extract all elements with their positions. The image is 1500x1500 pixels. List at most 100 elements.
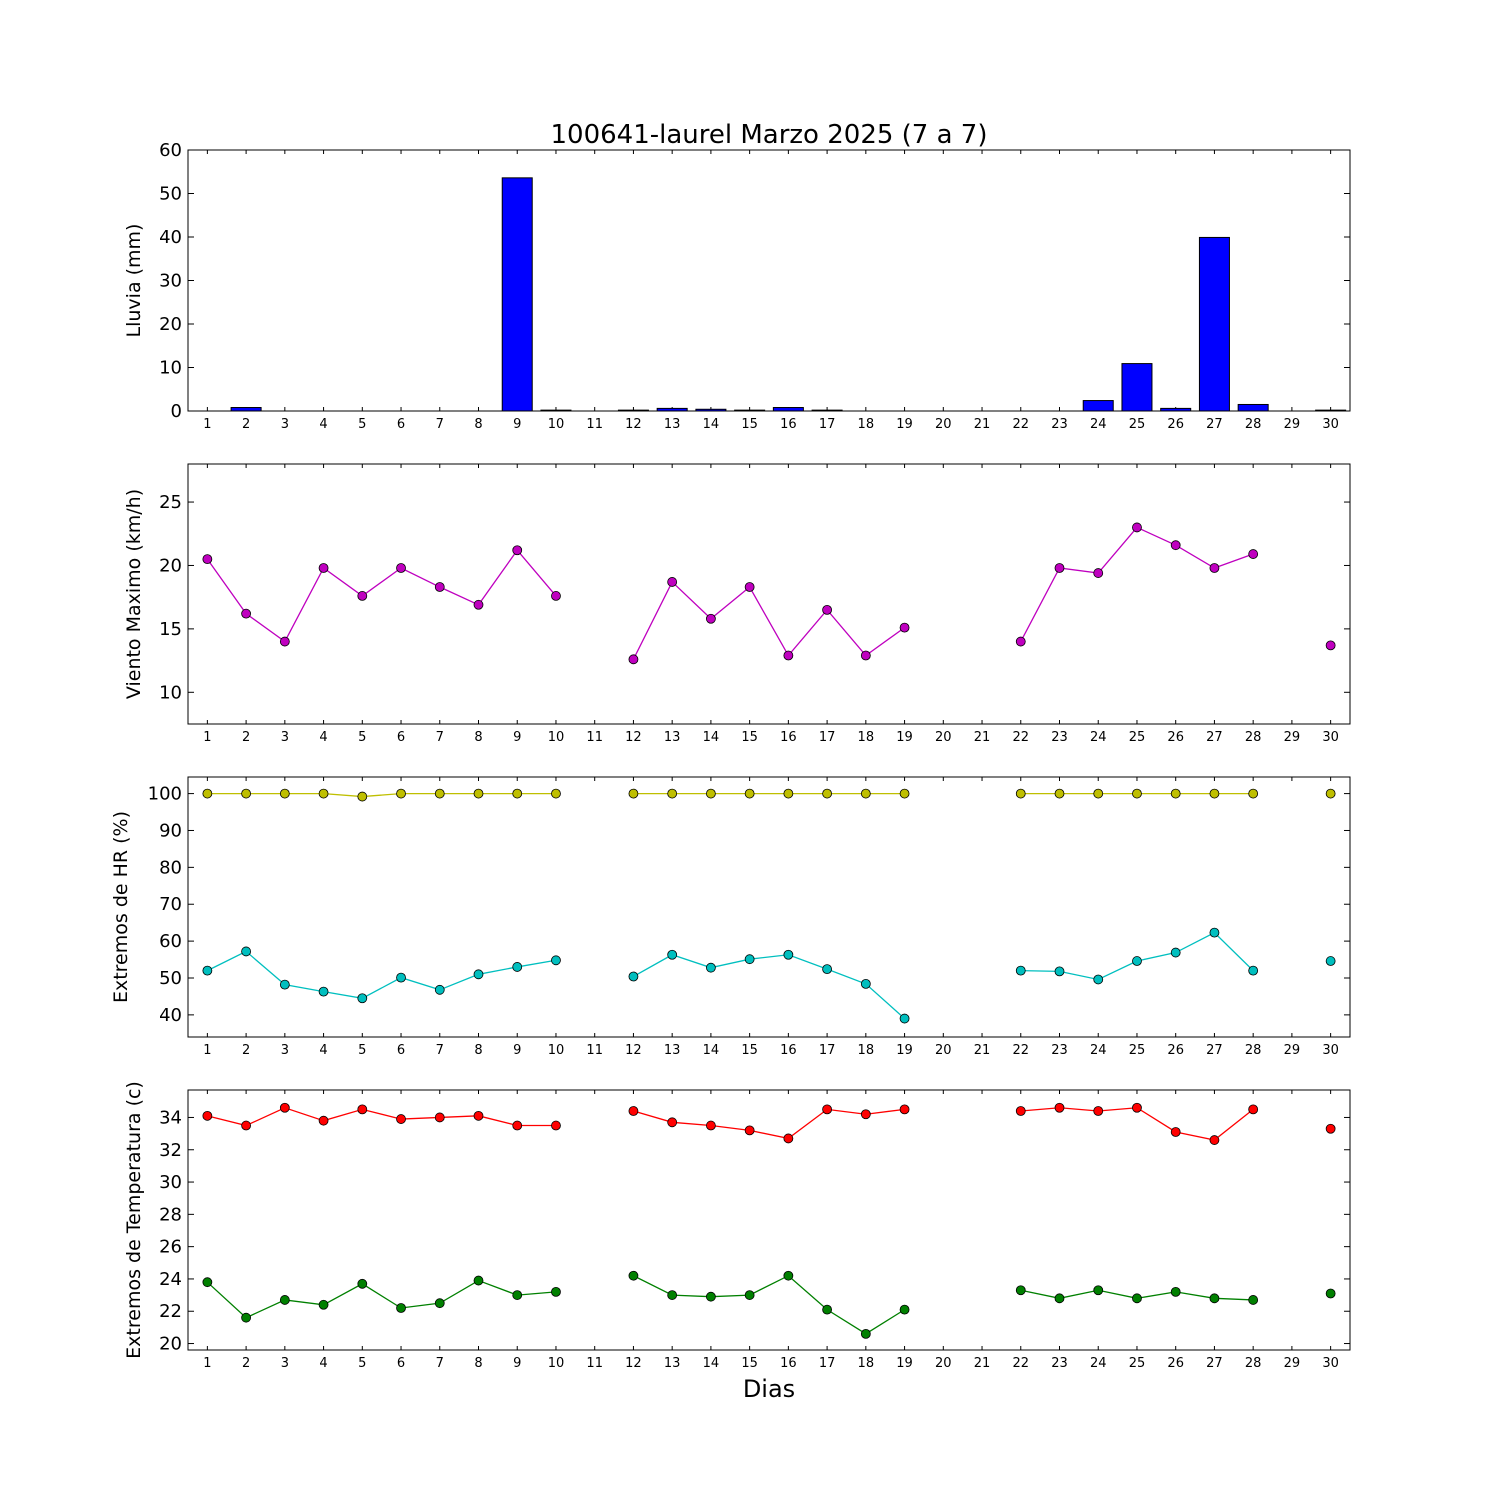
y-tick-label: 30 bbox=[159, 271, 182, 292]
x-tick-label: 25 bbox=[1129, 730, 1146, 745]
x-tick-label: 11 bbox=[586, 1356, 603, 1371]
x-tick-label: 24 bbox=[1090, 1356, 1107, 1371]
x-tick-label: 22 bbox=[1012, 730, 1029, 745]
data-point bbox=[1054, 1102, 1065, 1113]
x-tick-label: 16 bbox=[780, 1043, 797, 1058]
x-tick-label: 16 bbox=[780, 730, 797, 745]
x-tick-label: 15 bbox=[741, 1043, 758, 1058]
data-point bbox=[279, 1295, 290, 1305]
data-point bbox=[822, 788, 832, 799]
x-tick-label: 29 bbox=[1284, 1043, 1301, 1058]
data-point bbox=[744, 1290, 755, 1300]
x-tick-label: 23 bbox=[1051, 1043, 1068, 1058]
x-tick-label: 10 bbox=[548, 730, 565, 745]
data-point bbox=[1093, 1285, 1104, 1296]
x-tick-label: 26 bbox=[1167, 1043, 1184, 1058]
x-tick-label: 19 bbox=[896, 1043, 913, 1058]
x-tick-label: 2 bbox=[242, 1043, 250, 1058]
data-point bbox=[1170, 947, 1181, 958]
data-point bbox=[783, 788, 794, 799]
x-tick-label: 11 bbox=[586, 1043, 603, 1058]
x-tick-label: 26 bbox=[1167, 1356, 1184, 1371]
data-point bbox=[318, 563, 329, 573]
series-line bbox=[206, 1279, 557, 1319]
x-tick-label: 29 bbox=[1284, 417, 1301, 432]
data-point bbox=[628, 654, 639, 665]
data-point bbox=[512, 962, 523, 972]
x-tick-label: 16 bbox=[780, 417, 797, 432]
x-tick-label: 13 bbox=[664, 417, 681, 432]
data-point bbox=[860, 1109, 871, 1120]
data-point bbox=[473, 969, 484, 980]
data-point bbox=[628, 1106, 639, 1116]
y-tick-label: 15 bbox=[159, 619, 182, 640]
x-tick-label: 30 bbox=[1322, 1043, 1339, 1058]
x-tick-label: 23 bbox=[1051, 730, 1068, 745]
x-tick-label: 10 bbox=[548, 417, 565, 432]
data-point bbox=[512, 788, 523, 799]
rain-bar bbox=[1315, 409, 1347, 412]
rain-bar bbox=[1198, 236, 1230, 412]
data-point bbox=[1170, 788, 1181, 799]
data-point bbox=[1093, 788, 1104, 799]
y-tick-label: 24 bbox=[159, 1269, 182, 1290]
x-tick-label: 7 bbox=[436, 730, 444, 745]
x-tick-label: 25 bbox=[1129, 417, 1146, 432]
data-point bbox=[667, 1117, 678, 1128]
x-tick-label: 24 bbox=[1090, 417, 1107, 432]
data-point bbox=[241, 788, 252, 799]
x-tick-label: 11 bbox=[586, 417, 603, 432]
data-point bbox=[744, 1125, 755, 1136]
data-point bbox=[1132, 1293, 1142, 1304]
data-point bbox=[822, 1104, 832, 1115]
x-tick-label: 15 bbox=[741, 730, 758, 745]
x-tick-label: 14 bbox=[703, 417, 720, 432]
x-tick-label: 13 bbox=[664, 730, 681, 745]
x-tick-label: 18 bbox=[858, 1043, 875, 1058]
data-point bbox=[512, 1120, 523, 1131]
y-tick-label: 28 bbox=[159, 1204, 182, 1225]
data-point bbox=[667, 577, 678, 587]
data-point bbox=[551, 1120, 561, 1131]
data-point bbox=[473, 788, 484, 799]
x-tick-label: 2 bbox=[242, 730, 250, 745]
data-point bbox=[202, 965, 213, 976]
y-tick-label: 60 bbox=[159, 931, 182, 952]
data-point bbox=[241, 608, 252, 619]
x-tick-label: 4 bbox=[319, 417, 327, 432]
x-tick-label: 20 bbox=[935, 1043, 952, 1058]
data-point bbox=[434, 984, 445, 995]
x-axis-label: Dias bbox=[743, 1375, 795, 1403]
x-tick-label: 9 bbox=[513, 1356, 521, 1371]
x-tick-label: 16 bbox=[780, 1356, 797, 1371]
data-point bbox=[1015, 1106, 1026, 1116]
data-point bbox=[860, 978, 871, 989]
data-point bbox=[1248, 965, 1259, 976]
rain-bar bbox=[695, 408, 727, 412]
x-tick-label: 24 bbox=[1090, 730, 1107, 745]
data-point bbox=[1209, 927, 1220, 938]
y-tick-label: 90 bbox=[159, 820, 182, 841]
data-point bbox=[1170, 1286, 1181, 1297]
data-point bbox=[279, 636, 290, 647]
data-point bbox=[1248, 788, 1259, 799]
x-tick-label: 20 bbox=[935, 730, 952, 745]
x-tick-label: 21 bbox=[974, 730, 991, 745]
y-tick-label: 40 bbox=[159, 227, 182, 248]
plot-frame bbox=[187, 1089, 1351, 1351]
x-tick-label: 4 bbox=[319, 1043, 327, 1058]
y-axis-label: Lluvia (mm) bbox=[123, 224, 145, 338]
y-tick-label: 70 bbox=[159, 894, 182, 915]
data-point bbox=[628, 788, 639, 799]
x-tick-label: 23 bbox=[1051, 417, 1068, 432]
x-tick-label: 8 bbox=[474, 1043, 482, 1058]
x-tick-label: 17 bbox=[819, 1043, 836, 1058]
x-tick-label: 4 bbox=[319, 730, 327, 745]
x-tick-label: 19 bbox=[896, 417, 913, 432]
data-point bbox=[822, 964, 832, 975]
data-point bbox=[822, 1304, 832, 1315]
data-point bbox=[1248, 1295, 1259, 1305]
x-tick-label: 1 bbox=[203, 730, 211, 745]
